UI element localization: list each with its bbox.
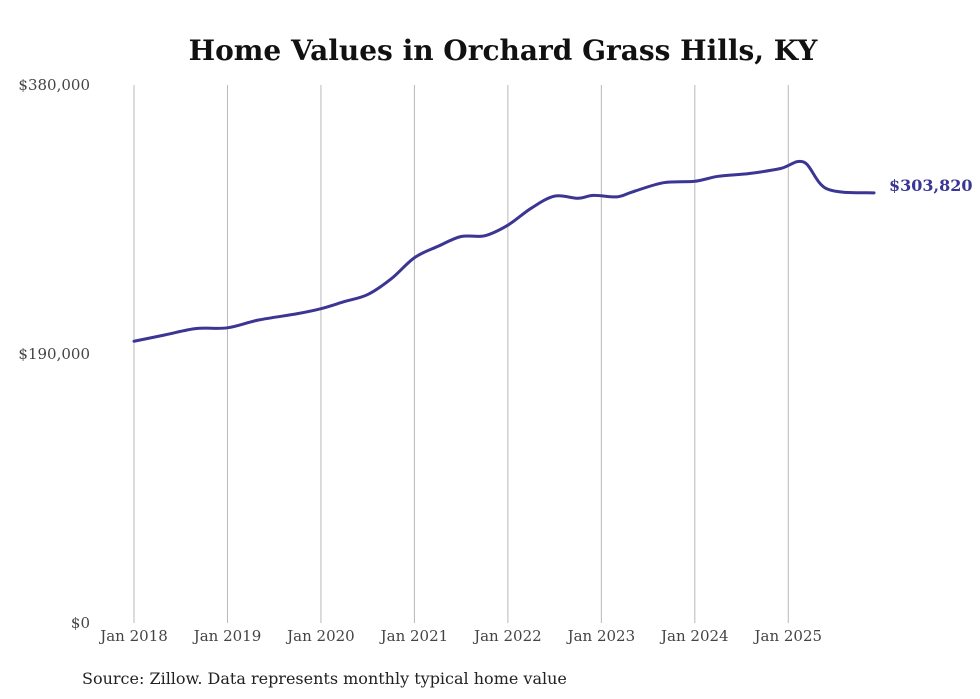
x-tick-label: Jan 2024 [659, 627, 729, 645]
y-tick-label: $190,000 [18, 345, 90, 363]
chart-title: Home Values in Orchard Grass Hills, KY [189, 34, 819, 67]
x-axis-ticks: Jan 2018 Jan 2019 Jan 2020 Jan 2021 Jan 2022… [98, 627, 822, 645]
x-tick-label: Jan 2018 [98, 627, 168, 645]
y-tick-label: $380,000 [18, 76, 90, 94]
series-layer [132, 159, 876, 343]
x-tick-label: Jan 2019 [192, 627, 262, 645]
gridlines [133, 85, 789, 623]
x-tick-label: Jan 2023 [566, 627, 636, 645]
x-tick-label: Jan 2022 [472, 627, 542, 645]
x-tick-label: Jan 2025 [753, 627, 823, 645]
source-note: Source: Zillow. Data represents monthly … [82, 669, 567, 688]
x-tick-label: Jan 2021 [379, 627, 449, 645]
end-value-label: $303,820 [889, 176, 973, 195]
series-line [132, 159, 876, 343]
y-tick-label: $0 [71, 614, 90, 632]
y-axis-ticks: $0 $190,000 $380,000 [18, 76, 90, 632]
x-tick-label: Jan 2020 [285, 627, 355, 645]
